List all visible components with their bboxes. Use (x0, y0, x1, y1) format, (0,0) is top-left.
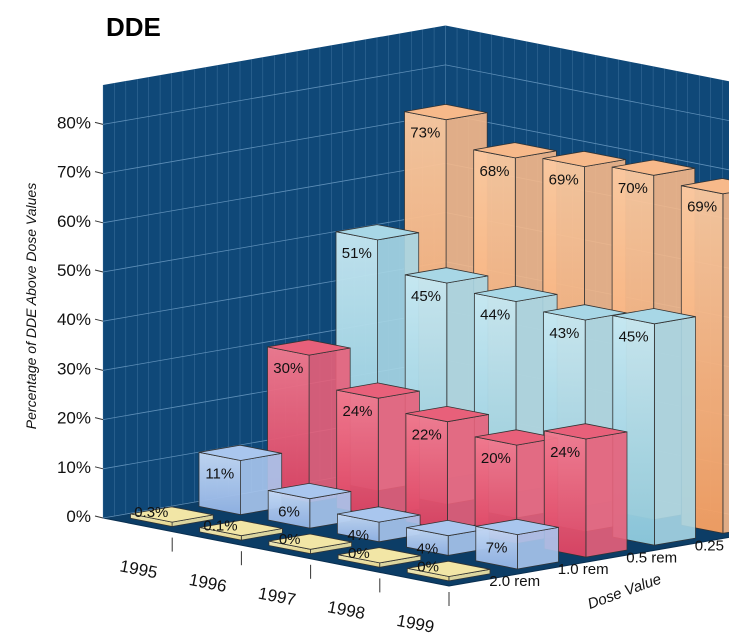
bar-series: 30% 24% 22% 20% 24% (267, 339, 628, 558)
y-tick-label: 30% (57, 359, 91, 378)
x-tick-label: 1997 (257, 584, 298, 610)
bar-top (130, 506, 214, 523)
y-tick (94, 318, 104, 322)
data-label: 30% (273, 360, 303, 377)
data-label: 20% (481, 450, 511, 467)
bar-side (722, 192, 729, 534)
bar: 7% (475, 518, 559, 570)
data-label: 0% (279, 531, 301, 548)
data-label: 70% (618, 180, 648, 197)
y-tick (94, 367, 104, 371)
bar-series: 0.3% 0.1% 0% 0% 0% (130, 504, 491, 582)
bar: 0% (268, 531, 353, 555)
y-tick-label: 0% (66, 507, 91, 526)
bar-top (612, 308, 696, 325)
data-label: 0.1% (203, 518, 237, 535)
y-tick-label: 60% (57, 212, 91, 231)
x-tick-label: 1996 (187, 570, 228, 596)
bar-series: 11% 6% 4% 4% 7% (198, 444, 559, 570)
data-label: 4% (347, 527, 369, 544)
y-tick (94, 515, 104, 519)
data-label: 24% (342, 403, 372, 420)
data-label: 45% (411, 288, 441, 305)
bar-top (474, 285, 558, 302)
y-tick (94, 171, 104, 175)
data-label: 45% (619, 329, 649, 346)
data-label: 22% (412, 427, 442, 444)
bar-top (407, 560, 491, 577)
y-tick (94, 220, 104, 224)
chart-title: DDE (106, 12, 161, 42)
bar-side (654, 316, 696, 546)
bar-top (336, 382, 420, 399)
y-tick (94, 417, 104, 421)
bar: 0% (337, 545, 422, 568)
dose-label: 2.0 rem (489, 573, 540, 590)
bar: 0.3% (130, 504, 214, 527)
bar-top (268, 533, 352, 550)
bar-top (681, 178, 729, 195)
bar-side (585, 431, 628, 558)
bar-top (335, 224, 419, 241)
y-tick-label: 70% (57, 163, 91, 182)
data-label: 69% (549, 172, 579, 189)
y-tick (94, 121, 104, 125)
x-tick-label: 1995 (118, 556, 159, 582)
data-label: 4% (417, 541, 439, 558)
bar: 0.1% (199, 518, 283, 541)
data-label: 11% (205, 465, 234, 482)
data-label: 51% (342, 245, 372, 262)
bar-top (267, 339, 351, 356)
bar-top (544, 423, 628, 440)
y-tick-label: 80% (57, 113, 91, 132)
data-label: 43% (549, 325, 579, 342)
bar-top (199, 519, 283, 537)
dose-label: 0.5 rem (626, 549, 677, 566)
data-label: 0% (348, 545, 370, 562)
bar-front (198, 451, 242, 516)
y-tick-label: 10% (57, 458, 91, 477)
data-label: 69% (687, 199, 717, 216)
chart-bars: 73% 68% 69% 70% 69% 51% 45% 44% 43% 45% 30% 24% 22% 2… (130, 103, 729, 582)
bar-top (405, 405, 489, 423)
bar-top (475, 518, 559, 536)
bar-top (198, 444, 282, 461)
y-tick (94, 466, 104, 470)
y-tick-label: 40% (57, 310, 91, 329)
data-label: 0.3% (134, 504, 168, 521)
dose-label: 0.25 rem (695, 537, 729, 554)
bar-top (268, 482, 351, 500)
data-label: 6% (278, 504, 300, 521)
bar: 24% (543, 423, 628, 558)
y-tick-label: 50% (57, 261, 91, 280)
data-label: 44% (480, 306, 510, 323)
bar-top (542, 150, 626, 168)
bar-top (404, 103, 488, 121)
bar-top (337, 506, 421, 523)
data-label: 7% (486, 539, 508, 556)
x-tick-label: 1999 (395, 611, 436, 634)
data-label: 68% (479, 163, 509, 180)
bar: 0% (406, 558, 491, 582)
bar-top (405, 267, 488, 284)
bar-top (473, 142, 557, 159)
y-axis-label: Percentage of DDE Above Dose Values (23, 183, 39, 429)
bar-top (612, 159, 695, 176)
y-tick-label: 20% (57, 409, 91, 428)
bar-top (338, 547, 421, 564)
dose-label: 1.0 rem (558, 561, 609, 578)
data-label: 24% (550, 444, 580, 461)
x-tick-label: 1998 (326, 597, 367, 623)
data-label: 0% (417, 558, 439, 575)
y-tick (94, 269, 104, 273)
data-label: 73% (410, 125, 440, 142)
